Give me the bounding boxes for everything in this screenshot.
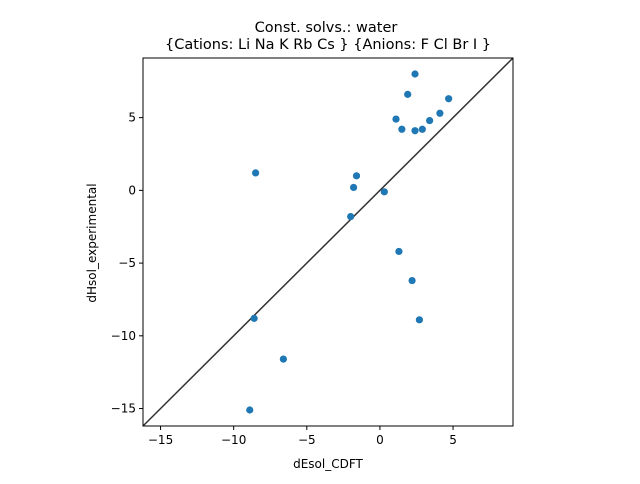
data-point xyxy=(352,172,361,180)
x-tick-label: −5 xyxy=(298,433,316,447)
reference-line xyxy=(142,57,514,427)
data-point xyxy=(418,125,426,133)
data-point xyxy=(426,116,434,125)
y-tick-label: −15 xyxy=(111,402,136,416)
data-point xyxy=(347,212,355,221)
x-tick-label: 0 xyxy=(376,433,384,447)
data-point xyxy=(415,316,424,324)
x-tick-label: −15 xyxy=(148,433,173,447)
y-tick-label: −5 xyxy=(118,256,136,270)
y-tick-label: 5 xyxy=(128,111,136,125)
data-point xyxy=(246,406,254,414)
data-point xyxy=(250,314,258,322)
y-tick-label: −10 xyxy=(111,329,136,343)
data-point xyxy=(436,109,444,117)
data-point xyxy=(404,90,412,98)
chart-title-line-1: Const. solvs.: water xyxy=(255,20,398,36)
chart-title-line-2: {Cations: Li Na K Rb Cs } {Anions: F Cl … xyxy=(165,37,491,53)
x-tick-label: −10 xyxy=(221,433,246,447)
axes-frame xyxy=(142,57,514,427)
data-point xyxy=(411,127,419,135)
data-point xyxy=(395,247,403,256)
data-point xyxy=(252,169,260,177)
x-tick-label: 5 xyxy=(449,433,457,447)
data-point xyxy=(349,183,358,192)
x-axis-label: dEsol_CDFT xyxy=(293,457,363,471)
plot-area: −15 −10 −5 0 5 −15 −10 −5 0 5 xyxy=(111,57,514,447)
data-point xyxy=(398,125,406,133)
data-point xyxy=(392,115,400,123)
y-axis-label: dHsol_experimental xyxy=(85,183,99,302)
y-tick-label: 0 xyxy=(128,183,136,197)
data-point xyxy=(380,188,388,196)
data-point xyxy=(411,70,419,78)
data-point xyxy=(445,95,453,103)
data-point xyxy=(408,276,416,285)
data-point xyxy=(279,355,287,363)
